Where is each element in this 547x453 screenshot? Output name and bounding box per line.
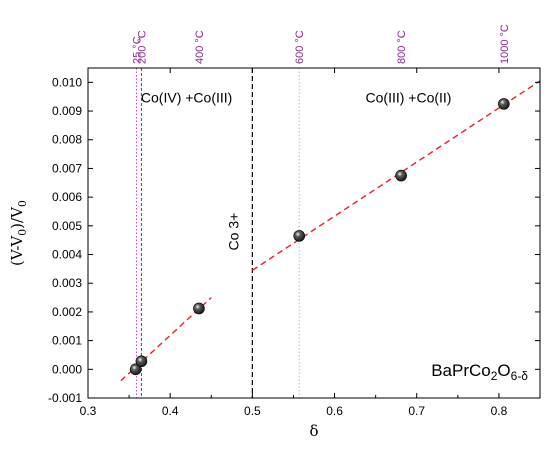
formula-part: O [497,361,510,380]
y-tick-label: -0.001 [48,391,82,405]
guide-lines-layer [135,68,300,398]
y-axis-title: (V-V0)/V0 [8,200,29,266]
y-axis-title-part: (V-V [8,235,26,266]
data-point [395,169,407,182]
y-axis-title-sub: 0 [16,200,29,207]
data-points-layer [129,98,510,376]
y-tick-label: 0.001 [52,334,82,348]
y-tick-label: 0.006 [52,190,82,204]
y-axis-title-part: )/V [8,206,26,229]
formula-sub: 2 [491,369,498,383]
region-label: Co(IV) +Co(III) [141,89,232,105]
data-point [193,302,205,315]
x-tick-label: 0.3 [80,404,97,418]
data-point [129,363,142,376]
y-tick-label: 0.003 [52,276,82,290]
data-point [135,355,148,368]
x-tick-label: 0.6 [326,404,343,418]
y-tick-label: 0.004 [52,248,82,262]
region-label: Co(III) +Co(II) [366,89,452,105]
data-point [293,230,306,242]
temperature-label: 400 °C [194,30,206,64]
y-axis-title-sub: 0 [16,229,29,236]
formula-sub: 6-δ [511,369,529,383]
x-tick-label: 0.4 [162,404,179,418]
y-tick-label: 0.010 [52,75,82,89]
y-tick-label: 0.005 [52,219,82,233]
y-tick-label: 0.002 [52,305,82,319]
x-tick-label: 0.8 [491,404,508,418]
temperature-label: 1000 °C [499,24,511,64]
y-tick-label: 0.007 [52,161,82,175]
temperature-label: 600 °C [294,30,306,64]
axis-ticks-layer [87,68,541,399]
y-tick-label: 0.008 [52,133,82,147]
data-point [498,98,510,110]
plot-frame [87,67,541,399]
compound-formula: BaPrCo2O6-δ [431,361,528,383]
fit-lines-layer [120,80,541,382]
formula-part: BaPrCo [431,361,491,380]
temperature-label: 200 °C [136,30,148,64]
temperature-label: 800 °C [396,30,408,64]
x-tick-label: 0.7 [408,404,425,418]
temperature-label: 25 °C [131,36,143,64]
x-tick-label: 0.5 [244,404,261,418]
divider-label: Co 3+ [225,213,241,251]
y-tick-label: 0.000 [52,362,82,376]
y-tick-label: 0.009 [52,104,82,118]
x-axis-title: δ [309,422,318,440]
